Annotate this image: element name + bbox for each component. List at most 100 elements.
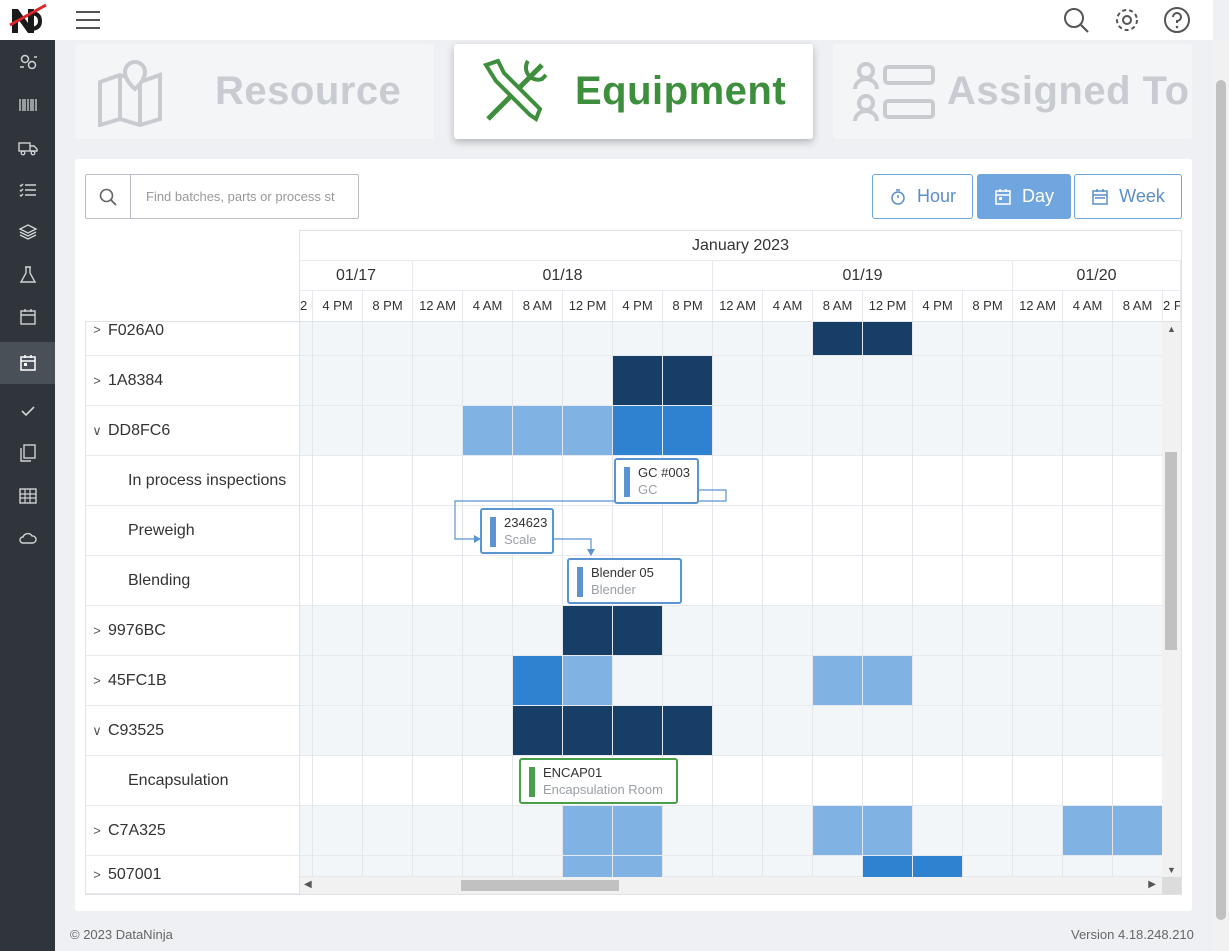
scroll-left-icon[interactable]: ◀ xyxy=(304,879,312,890)
tab-assigned-to-label: Assigned To xyxy=(947,69,1190,113)
day-view-button[interactable]: Day xyxy=(977,174,1071,219)
utilization-cell[interactable] xyxy=(513,656,562,705)
chevron-down-icon[interactable]: ∨ xyxy=(92,422,102,438)
gantt-vertical-scrollbar[interactable]: ▲ ▼ xyxy=(1162,322,1181,877)
utilization-cell[interactable] xyxy=(513,406,562,455)
utilization-cell[interactable] xyxy=(1113,806,1162,855)
utilization-cell[interactable] xyxy=(613,606,662,655)
utilization-cell[interactable] xyxy=(913,856,962,877)
logo[interactable] xyxy=(0,0,55,40)
utilization-cell[interactable] xyxy=(513,706,562,755)
scroll-right-icon[interactable]: ▶ xyxy=(1148,879,1156,890)
sidebar-item-cloud[interactable] xyxy=(0,517,55,559)
utilization-cell[interactable] xyxy=(613,706,662,755)
utilization-cell[interactable] xyxy=(813,806,862,855)
page-scrollbar-thumb[interactable] xyxy=(1216,80,1226,920)
chevron-right-icon[interactable]: > xyxy=(93,673,101,688)
task-bar[interactable]: 234623 Scale xyxy=(480,508,554,554)
task-bar[interactable]: ENCAP01 Encapsulation Room xyxy=(519,758,678,804)
tab-resource[interactable]: Resource xyxy=(75,44,434,139)
task-bar[interactable]: Blender 05 Blender xyxy=(567,558,682,604)
utilization-cell[interactable] xyxy=(663,706,712,755)
resource-child-row[interactable]: Encapsulation xyxy=(86,756,300,806)
utilization-cell[interactable] xyxy=(563,856,612,877)
search-box-icon[interactable] xyxy=(86,175,131,218)
sidebar-item-approve[interactable] xyxy=(0,390,55,432)
sidebar-item-settings-gears[interactable] xyxy=(0,41,55,83)
sidebar-item-lab[interactable] xyxy=(0,254,55,296)
resource-row[interactable]: > C7A325 xyxy=(86,806,300,856)
utilization-cell[interactable] xyxy=(563,656,612,705)
utilization-cell[interactable] xyxy=(613,406,662,455)
sidebar-item-scheduler[interactable] xyxy=(0,342,55,384)
utilization-cell[interactable] xyxy=(563,606,612,655)
check-icon xyxy=(20,406,35,417)
utilization-cell[interactable] xyxy=(463,406,512,455)
utilization-cell[interactable] xyxy=(813,322,862,355)
resource-child-row[interactable]: Blending xyxy=(86,556,300,606)
task-name: Blender 05 xyxy=(591,565,654,580)
utilization-cell[interactable] xyxy=(1063,806,1112,855)
utilization-cell[interactable] xyxy=(563,406,612,455)
resource-row[interactable]: ∨ DD8FC6 xyxy=(86,406,300,456)
resource-child-row[interactable]: Preweigh xyxy=(86,506,300,556)
resource-row[interactable]: ∨ C93525 xyxy=(86,706,300,756)
help-icon[interactable] xyxy=(1163,6,1191,34)
scroll-up-icon[interactable]: ▲ xyxy=(1167,324,1176,334)
footer-copyright: © 2023 DataNinja xyxy=(70,927,173,942)
resource-row[interactable]: >507001 xyxy=(86,856,300,894)
search-icon[interactable] xyxy=(1062,6,1090,34)
utilization-cell[interactable] xyxy=(863,656,912,705)
chevron-right-icon[interactable]: > xyxy=(93,867,101,882)
resource-row[interactable]: >45FC1B xyxy=(86,656,300,706)
tab-assigned-to[interactable]: Assigned To xyxy=(833,44,1192,139)
utilization-cell[interactable] xyxy=(863,856,912,877)
utilization-cell[interactable] xyxy=(663,406,712,455)
week-view-label: Week xyxy=(1119,186,1165,206)
chevron-right-icon[interactable]: > xyxy=(93,373,101,388)
gantt-horizontal-scrollbar[interactable]: ◀ ▶ xyxy=(300,877,1162,894)
tab-equipment[interactable]: Equipment xyxy=(454,44,813,139)
utilization-cell[interactable] xyxy=(563,706,612,755)
hamburger-menu-icon[interactable] xyxy=(75,8,101,32)
sidebar-item-table[interactable] xyxy=(0,475,55,517)
chevron-right-icon[interactable]: > xyxy=(93,322,101,337)
resource-row[interactable]: > F026A0 xyxy=(86,322,300,356)
task-bar[interactable]: GC #003 GC xyxy=(614,458,699,504)
week-view-button[interactable]: Week xyxy=(1074,174,1182,219)
gantt-vertical-scrollbar-thumb[interactable] xyxy=(1165,452,1177,650)
utilization-cell[interactable] xyxy=(863,806,912,855)
chevron-down-icon[interactable]: ∨ xyxy=(92,722,102,738)
search-input[interactable]: Find batches, parts or process st xyxy=(146,189,335,204)
sidebar-item-barcode[interactable] xyxy=(0,84,55,126)
sidebar-item-checklist[interactable] xyxy=(0,169,55,211)
utilization-cell[interactable] xyxy=(613,856,662,877)
utilization-cell[interactable] xyxy=(813,656,862,705)
chevron-right-icon[interactable]: > xyxy=(93,623,101,638)
scroll-down-icon[interactable]: ▼ xyxy=(1167,865,1176,875)
tab-equipment-label: Equipment xyxy=(575,69,787,113)
layers-icon xyxy=(17,224,38,240)
sidebar-item-shipping[interactable] xyxy=(0,127,55,169)
hour-view-button[interactable]: Hour xyxy=(872,174,973,219)
chevron-right-icon[interactable]: > xyxy=(93,823,101,838)
sidebar-item-documents[interactable] xyxy=(0,432,55,474)
gantt-horizontal-scrollbar-thumb[interactable] xyxy=(461,880,619,891)
sidebar-item-calendar[interactable] xyxy=(0,296,55,338)
utilization-cell[interactable] xyxy=(613,356,662,405)
timeline-day: 01/18 xyxy=(413,261,713,291)
resource-row[interactable]: >9976BC xyxy=(86,606,300,656)
utilization-cell[interactable] xyxy=(613,806,662,855)
utilization-cell[interactable] xyxy=(863,322,912,355)
timeline-day: 01/17 xyxy=(300,261,413,291)
resource-child-row[interactable]: In process inspections xyxy=(86,456,300,506)
sidebar-item-layers[interactable] xyxy=(0,211,55,253)
resource-row[interactable]: >1A8384 xyxy=(86,356,300,406)
gear-icon[interactable] xyxy=(1113,6,1141,34)
search-box[interactable]: Find batches, parts or process st xyxy=(85,174,359,219)
utilization-cell[interactable] xyxy=(663,356,712,405)
row-track xyxy=(300,506,1162,556)
checklist-icon xyxy=(19,183,36,197)
utilization-cell[interactable] xyxy=(563,806,612,855)
page-scrollbar[interactable] xyxy=(1213,40,1229,951)
